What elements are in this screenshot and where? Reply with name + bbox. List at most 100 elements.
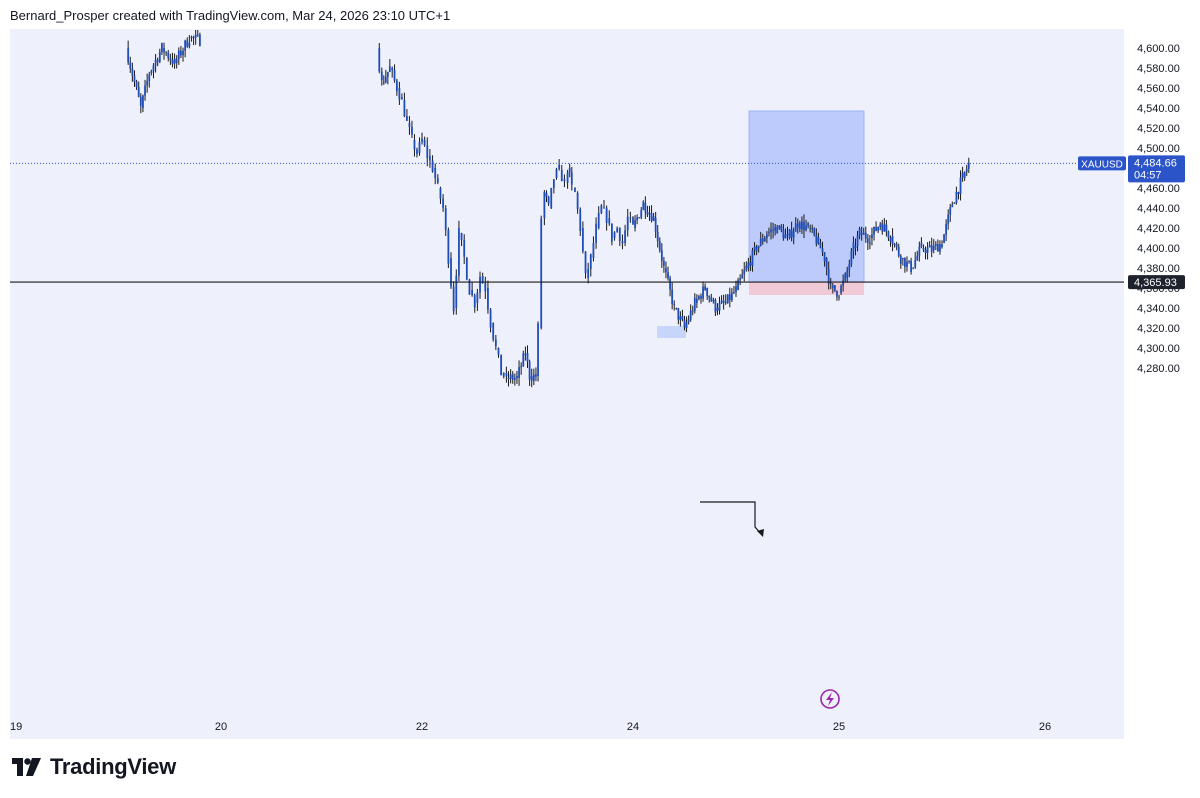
candle-body [624, 230, 626, 243]
candle-body [395, 80, 398, 92]
time-tick-label: 24 [627, 721, 639, 733]
candle-body [825, 258, 828, 269]
candle-body [587, 269, 590, 278]
candle-body [656, 231, 659, 242]
price-tick-label: 4,400.00 [1137, 243, 1180, 255]
candle-body [194, 34, 197, 38]
candle-body [774, 227, 777, 231]
candle-body [780, 225, 783, 231]
candle-body [524, 353, 527, 355]
price-tick-label: 4,540.00 [1137, 103, 1180, 115]
candle-body [737, 280, 739, 290]
last-price-badge [1128, 155, 1185, 183]
candle-body [959, 177, 962, 194]
candle-body [644, 203, 647, 212]
plot-area[interactable] [10, 29, 1124, 713]
time-axis-area[interactable] [10, 713, 1124, 739]
candle-body [513, 378, 516, 380]
candle-body [728, 294, 731, 301]
candle-body [632, 217, 634, 225]
candle-body [735, 286, 737, 293]
candle-body [154, 59, 157, 66]
flash-icon[interactable] [820, 689, 840, 709]
candle-body [600, 205, 603, 214]
candle-body [815, 235, 818, 244]
candle-body [809, 228, 812, 229]
price-axis[interactable]: 4,600.00 4,580.00 4,560.00 4,540.00 4,520.00… [1137, 43, 1180, 375]
candle-body [786, 234, 789, 236]
candle-body [384, 77, 387, 83]
candle-body [801, 221, 803, 229]
candle-body [930, 245, 933, 252]
tradingview-branding[interactable]: TradingView [12, 754, 176, 780]
stop-zone[interactable] [749, 282, 864, 295]
candle-body [796, 223, 799, 228]
time-axis[interactable]: 19 20 22 24 25 26 [10, 721, 1051, 733]
candle-body [177, 50, 180, 60]
candle-body [875, 226, 877, 231]
candle-body [484, 283, 487, 292]
candle-body [708, 296, 711, 298]
time-tick-label: 20 [215, 721, 227, 733]
candle-body [823, 252, 826, 262]
candle-body [850, 251, 853, 265]
brand-name: TradingView [50, 754, 176, 779]
candle-body [584, 251, 587, 274]
candle-body [842, 280, 845, 287]
candle-body [137, 87, 140, 97]
candle-body [479, 276, 481, 293]
candle-body [476, 292, 479, 303]
price-tick-label: 4,340.00 [1137, 303, 1180, 315]
candle-body [180, 50, 182, 56]
candle-body [473, 295, 476, 308]
candle-body [887, 231, 890, 238]
candle-body [794, 223, 797, 232]
candle-body [505, 372, 508, 377]
candle-body [852, 242, 855, 252]
candle-body [634, 220, 636, 228]
candle-body [869, 242, 871, 244]
arrow-head [757, 529, 764, 537]
candle-body [555, 169, 558, 178]
candle-body [679, 316, 682, 320]
candle-body [652, 216, 655, 221]
candle-body [426, 145, 429, 159]
candle-body [411, 126, 413, 135]
candle-body [669, 278, 671, 290]
candle-body [910, 260, 912, 273]
candle-body [675, 308, 678, 309]
candle-body [158, 52, 161, 62]
candle-body [165, 52, 168, 54]
candle-body [745, 265, 748, 270]
candle-body [716, 308, 719, 311]
candle-body [611, 223, 613, 242]
candle-body [581, 228, 584, 252]
candle-body [916, 255, 919, 260]
candle-body [182, 50, 184, 56]
demand-zone-box[interactable] [657, 326, 686, 338]
candle-body [658, 241, 661, 251]
candle-body [613, 232, 616, 238]
target-zone[interactable] [748, 110, 865, 283]
position-tool[interactable] [657, 110, 865, 338]
candle-body [175, 59, 178, 63]
candle-body [638, 217, 641, 219]
candle-body [805, 225, 807, 231]
candle-body [589, 254, 592, 270]
candle-body [507, 378, 510, 379]
candle-body [854, 246, 857, 248]
candle-body [743, 269, 746, 275]
candle-body [552, 179, 555, 188]
candle-body [788, 229, 791, 238]
candle-body [965, 168, 968, 172]
candle-body [877, 227, 880, 231]
candle-body [689, 310, 692, 320]
candle-body [906, 261, 908, 267]
candle-body [423, 140, 426, 146]
candle-body [761, 238, 764, 242]
candle-body [813, 228, 816, 236]
candle-body [528, 361, 531, 380]
candle-body [579, 209, 582, 231]
candle-body [671, 289, 674, 305]
